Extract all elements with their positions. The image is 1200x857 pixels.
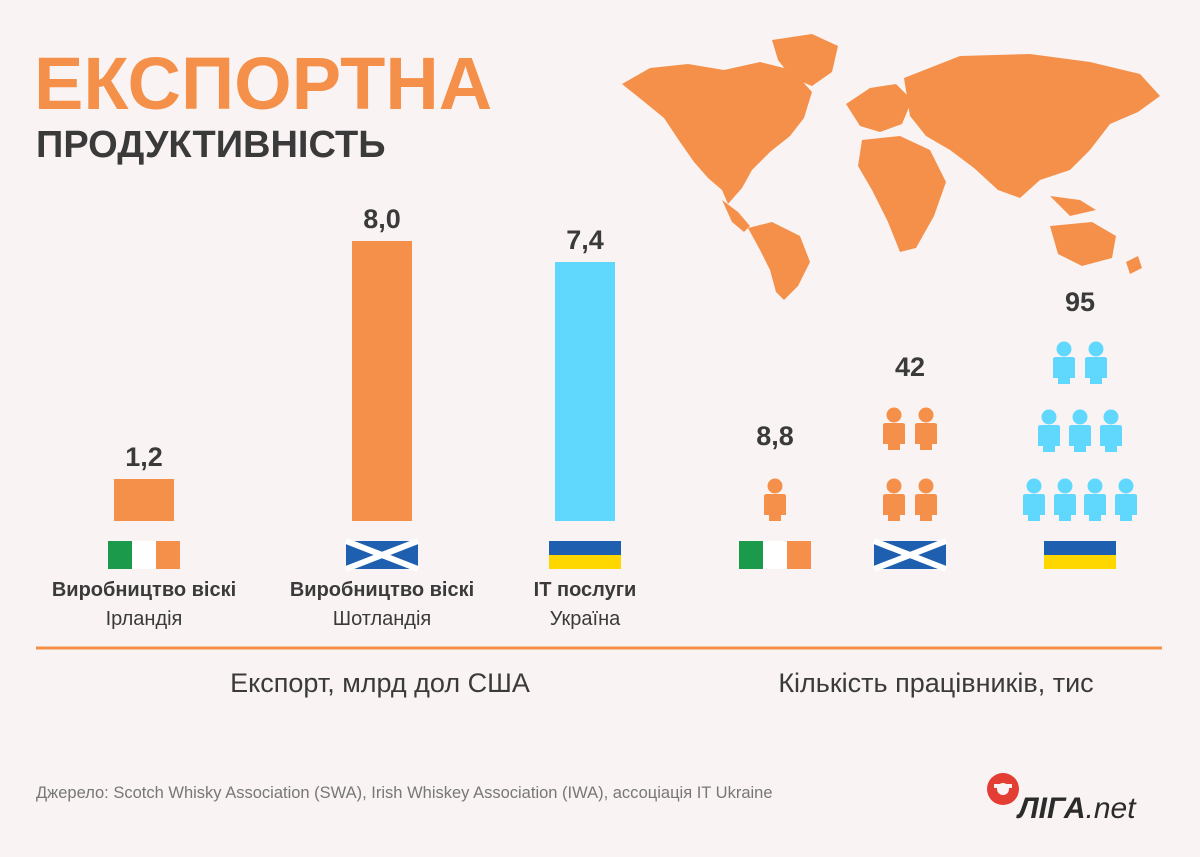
category-title-3: IT послуги — [534, 579, 637, 601]
person-icon — [1038, 409, 1060, 452]
bar-value-label-2: 8,0 — [363, 204, 401, 234]
person-icon — [1053, 341, 1075, 384]
person-icon — [883, 478, 905, 521]
workers-value-label-1: 8,8 — [756, 421, 794, 451]
person-icon — [764, 478, 786, 521]
person-icon — [1085, 341, 1107, 384]
liga-logo-icon — [987, 773, 1019, 805]
svg-text:ЛІГА.net: ЛІГА.net — [1016, 792, 1137, 825]
export-bar-chart — [114, 241, 615, 521]
flags — [108, 538, 1116, 572]
category-title-1: Виробництво віскі — [52, 579, 236, 601]
ireland-flag-1 — [108, 541, 180, 569]
person-icon — [915, 407, 937, 450]
workers-pictogram-chart — [764, 341, 1137, 521]
category-country-1: Ірландія — [106, 608, 183, 630]
bar-value-label-1: 1,2 — [125, 442, 163, 472]
world-map-icon — [622, 34, 1160, 300]
category-country-2: Шотландія — [333, 608, 432, 630]
person-icon — [1023, 478, 1045, 521]
bar-2 — [352, 241, 412, 521]
person-icon — [915, 478, 937, 521]
person-icon — [1069, 409, 1091, 452]
category-title-2: Виробництво віскі — [290, 579, 474, 601]
source-text: Джерело: Scotch Whisky Association (SWA)… — [36, 784, 773, 802]
logo-suffix: .net — [1086, 792, 1138, 825]
person-icon — [1084, 478, 1106, 521]
category-labels: Виробництво віскі Ірландія Виробництво віс… — [52, 579, 637, 630]
workers-axis-label: Кількість працівників, тис — [778, 668, 1093, 698]
workers-value-labels: 8,8 42 95 — [756, 287, 1095, 451]
page-title: ЕКСПОРТНА — [34, 42, 492, 125]
person-icon — [1054, 478, 1076, 521]
export-value-labels: 1,2 8,0 7,4 — [125, 204, 604, 472]
bar-3 — [555, 262, 615, 521]
person-icon — [1100, 409, 1122, 452]
workers-value-label-3: 95 — [1065, 287, 1095, 317]
ukraine-flag-workers-3 — [1044, 541, 1116, 569]
person-icon — [883, 407, 905, 450]
logo-text: ЛІГА — [1016, 792, 1086, 825]
scotland-flag-workers-2 — [872, 538, 948, 572]
bar-1 — [114, 479, 174, 521]
bar-value-label-3: 7,4 — [566, 225, 604, 255]
export-axis-label: Експорт, млрд дол США — [230, 668, 530, 698]
scotland-flag-2 — [344, 538, 420, 572]
ukraine-flag-3 — [549, 541, 621, 569]
person-icon — [1115, 478, 1137, 521]
category-country-3: Україна — [550, 608, 621, 630]
page-subtitle: ПРОДУКТИВНІСТЬ — [36, 124, 386, 166]
workers-value-label-2: 42 — [895, 352, 925, 382]
ireland-flag-workers-1 — [739, 541, 811, 569]
